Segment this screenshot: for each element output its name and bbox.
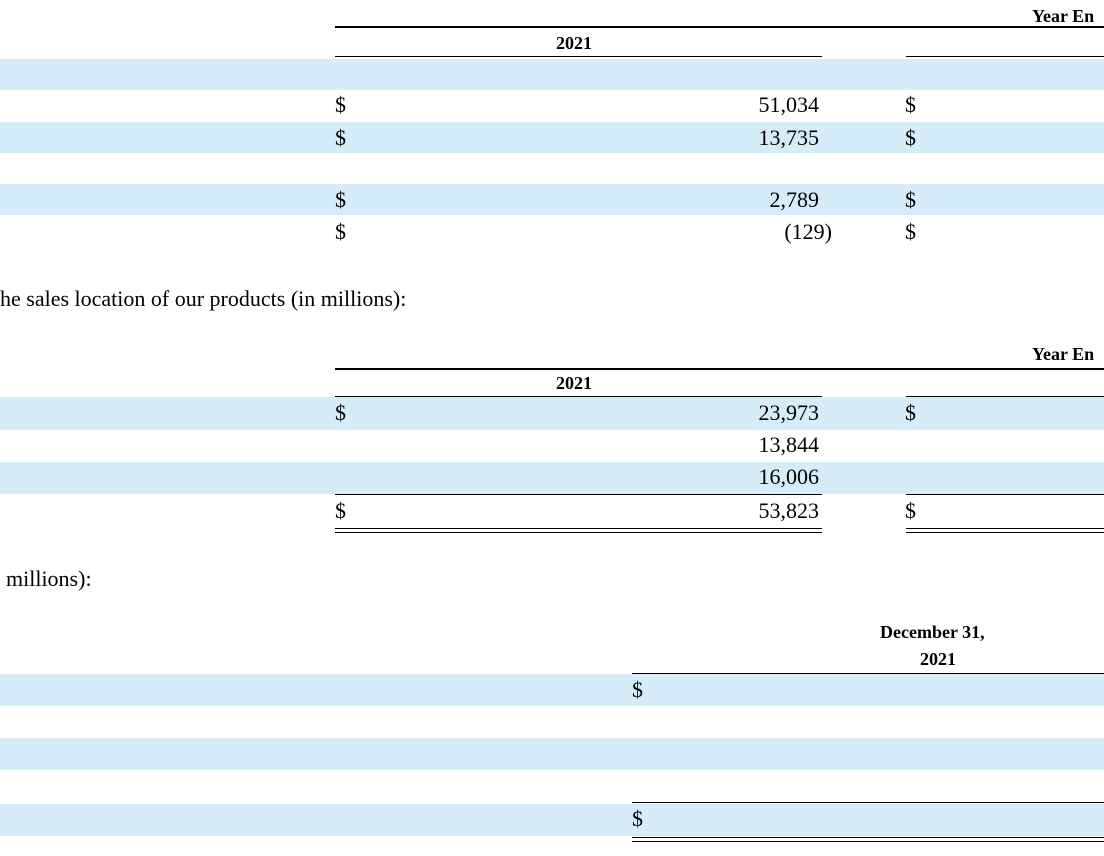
table-1-row-2-value: 13,735 bbox=[758, 125, 820, 150]
table-2-total-double-rule bbox=[335, 528, 822, 533]
table-1-row-3-currency-next: $ bbox=[905, 187, 916, 212]
table-1-year-header: 2021 bbox=[556, 33, 592, 53]
table-3-row-1-currency: $ bbox=[632, 677, 643, 702]
table-2-top-rule bbox=[335, 368, 1104, 370]
table-2-row-1-currency: $ bbox=[335, 400, 346, 425]
table-1-year-rule-next bbox=[906, 56, 1104, 57]
table-1-band bbox=[0, 59, 1104, 90]
table-2-total-double-rule-next bbox=[906, 528, 1104, 533]
table-1-year-rule bbox=[335, 56, 822, 57]
table-1-row-4-currency-next: $ bbox=[905, 219, 916, 244]
table-1-band bbox=[0, 184, 1104, 215]
table-2-subtotal-rule-next bbox=[906, 494, 1104, 495]
table-2-total-currency: $ bbox=[335, 498, 346, 523]
table-2-row-2-value: 13,844 bbox=[758, 432, 820, 457]
table-2-row-1-value: 23,973 bbox=[758, 400, 820, 425]
table-1-row-4-value: (129) bbox=[784, 219, 832, 244]
table-2-subtotal-rule bbox=[335, 494, 822, 495]
table-3-header-rule bbox=[632, 673, 1104, 674]
table-1-row-4-currency: $ bbox=[335, 219, 346, 244]
table-2-band bbox=[0, 462, 1104, 494]
table-3-header-line-2: 2021 bbox=[920, 649, 956, 669]
table-2-total-currency-next: $ bbox=[905, 498, 916, 523]
table-2-row-1-currency-next: $ bbox=[905, 400, 916, 425]
table-2-band bbox=[0, 397, 1104, 430]
table-1-row-3-currency: $ bbox=[335, 187, 346, 212]
table-3-band bbox=[0, 738, 1104, 770]
table-1-top-rule bbox=[335, 26, 1104, 28]
table-3-subtotal-rule bbox=[632, 802, 1104, 803]
table-1-row-1-currency: $ bbox=[335, 92, 346, 117]
paragraph-millions: millions): bbox=[6, 566, 92, 591]
table-1-row-1-currency-next: $ bbox=[905, 92, 916, 117]
table-3-total-double-rule bbox=[632, 837, 1104, 842]
table-3-band bbox=[0, 804, 1104, 836]
paragraph-sales-location: he sales location of our products (in mi… bbox=[0, 286, 407, 311]
table-1-row-1-value: 51,034 bbox=[758, 92, 820, 117]
table-2-total-value: 53,823 bbox=[758, 498, 820, 523]
table-1-row-3-value: 2,789 bbox=[769, 187, 820, 212]
table-2-header-right: Year En bbox=[1032, 344, 1095, 364]
table-2-row-3-value: 16,006 bbox=[758, 464, 820, 489]
table-3-header-line-1: December 31, bbox=[880, 622, 985, 642]
table-2-year-rule-next bbox=[906, 396, 1104, 397]
table-1-band bbox=[0, 122, 1104, 153]
table-2-year-header: 2021 bbox=[556, 373, 592, 393]
table-1-header-right: Year En bbox=[1032, 6, 1095, 26]
table-3-total-currency: $ bbox=[632, 806, 643, 831]
table-2-year-rule bbox=[335, 396, 822, 397]
table-1-row-2-currency-next: $ bbox=[905, 125, 916, 150]
table-1-row-2-currency: $ bbox=[335, 125, 346, 150]
table-3-band bbox=[0, 674, 1104, 706]
